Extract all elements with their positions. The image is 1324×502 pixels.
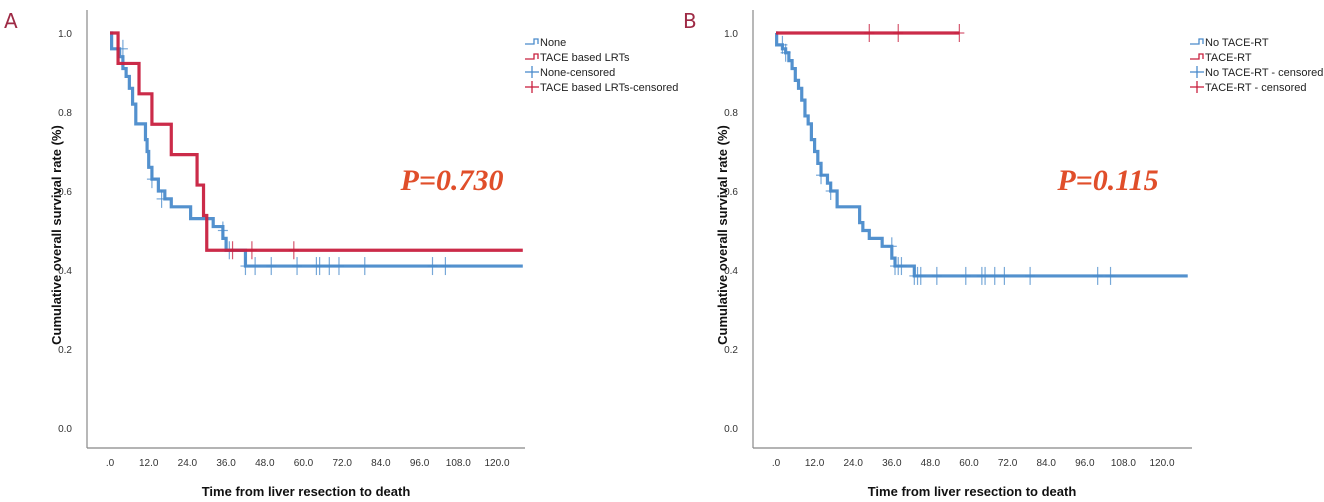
y-tick-label: 0.2: [724, 345, 738, 356]
legend-step-symbol: [1190, 38, 1204, 45]
x-tick-label: 60.0: [294, 458, 314, 469]
x-tick-label: 108.0: [1111, 458, 1136, 469]
x-tick-label: 84.0: [371, 458, 391, 469]
y-tick-label: 0.8: [724, 108, 738, 119]
legend-item: TACE based LRTs-censored: [525, 81, 678, 94]
x-tick-label: 24.0: [178, 458, 198, 469]
survival-curve: [110, 31, 523, 268]
legend-step-symbol: [1190, 53, 1204, 60]
y-axis-title: Cumulative overall survival rate (%): [49, 125, 64, 345]
axes: [86, 10, 525, 449]
survival-curve: [110, 31, 523, 252]
y-tick-label: 0.6: [724, 187, 738, 198]
x-axis-title: Time from liver resection to death: [868, 484, 1077, 499]
survival-curve: [775, 31, 1188, 278]
x-tick-label: 96.0: [1075, 458, 1095, 469]
x-tick-label: 84.0: [1036, 458, 1056, 469]
y-tick-label: 0.6: [58, 187, 72, 198]
legend-step-symbol: [525, 53, 539, 60]
x-tick-label: 12.0: [805, 458, 825, 469]
legend-step-symbol: [525, 38, 539, 45]
panel-label: A: [4, 9, 18, 33]
y-tick-label: 0.0: [58, 424, 72, 435]
y-tick-label: 0.0: [724, 424, 738, 435]
series-tace-rt: [776, 24, 965, 42]
x-tick-label: 36.0: [882, 458, 902, 469]
legend: None TACE based LRTs None-censored TACE bas…: [525, 37, 678, 94]
panel-a: A .0 12.0 24.0 36.0 48.0 60.0 72.0 84.0 96.0 108.…: [4, 9, 678, 499]
legend-label: TACE based LRTs-censored: [540, 82, 678, 94]
series-layer: [110, 31, 523, 276]
y-axis-title: Cumulative overall survival rate (%): [715, 125, 730, 345]
y-tick-label: 0.2: [58, 345, 72, 356]
legend-item: No TACE-RT - censored: [1190, 66, 1323, 79]
x-tick-label: 60.0: [959, 458, 979, 469]
legend-item: TACE based LRTs: [525, 52, 630, 64]
series-no-tace-rt: [775, 31, 1188, 285]
x-tick-label: .0: [106, 458, 115, 469]
x-tick-label: 24.0: [843, 458, 863, 469]
legend-label: No TACE-RT: [1205, 37, 1269, 49]
y-tick-label: 0.8: [58, 108, 72, 119]
x-tick-label: 48.0: [921, 458, 941, 469]
legend-item: No TACE-RT: [1190, 37, 1269, 49]
axes: [752, 10, 1192, 449]
y-tick-label: 0.4: [58, 266, 72, 277]
legend-label: TACE based LRTs: [540, 52, 630, 64]
series-layer: [775, 24, 1188, 285]
x-tick-label: 72.0: [332, 458, 352, 469]
legend-label: None-censored: [540, 67, 615, 79]
p-value-annotation: P=0.730: [400, 164, 504, 197]
x-tick-label: 12.0: [139, 458, 159, 469]
y-tick-label: 1.0: [58, 29, 72, 40]
x-tick-label: 108.0: [446, 458, 471, 469]
series-tace-based-lrts: [110, 31, 523, 260]
legend-item: TACE-RT: [1190, 52, 1252, 64]
legend-label: No TACE-RT - censored: [1205, 67, 1323, 79]
panel-b: B .0 12.0 24.0 36.0 48.0 60.0 72.0 84.0 96.0 108.…: [683, 9, 1323, 499]
x-tick-label: 120.0: [484, 458, 509, 469]
legend-label: TACE-RT: [1205, 52, 1252, 64]
legend-item: None-censored: [525, 66, 615, 79]
x-tick-labels: .0 12.0 24.0 36.0 48.0 60.0 72.0 84.0 96.0 108.0 1…: [772, 458, 1175, 469]
p-value-annotation: P=0.115: [1056, 164, 1158, 197]
y-tick-label: 1.0: [724, 29, 738, 40]
x-tick-label: 48.0: [255, 458, 275, 469]
legend-label: TACE-RT - censored: [1205, 82, 1306, 94]
y-tick-label: 0.4: [724, 266, 738, 277]
x-tick-label: 96.0: [410, 458, 430, 469]
y-tick-labels: 0.0 0.2 0.4 0.6 0.8 1.0: [58, 29, 72, 435]
x-tick-label: 36.0: [216, 458, 236, 469]
y-tick-labels: 0.0 0.2 0.4 0.6 0.8 1.0: [724, 29, 738, 435]
x-axis-title: Time from liver resection to death: [202, 484, 411, 499]
x-tick-label: .0: [772, 458, 781, 469]
legend-label: None: [540, 37, 566, 49]
legend-item: None: [525, 37, 566, 49]
x-tick-labels: .0 12.0 24.0 36.0 48.0 60.0 72.0 84.0 96.0 108.0 1…: [106, 458, 510, 469]
legend-item: TACE-RT - censored: [1190, 81, 1306, 94]
panel-label: B: [683, 9, 697, 33]
x-tick-label: 120.0: [1149, 458, 1174, 469]
legend: No TACE-RT TACE-RT No TACE-RT - censored TA…: [1190, 37, 1323, 94]
x-tick-label: 72.0: [998, 458, 1018, 469]
